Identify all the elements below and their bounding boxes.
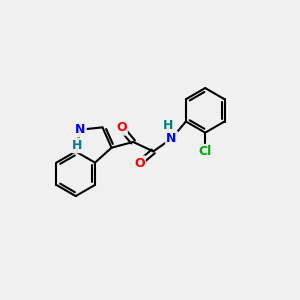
Text: O: O — [116, 122, 127, 134]
Text: O: O — [134, 157, 145, 169]
Text: H: H — [72, 139, 83, 152]
Text: Cl: Cl — [199, 145, 212, 158]
Text: N: N — [167, 132, 177, 145]
Text: H: H — [163, 119, 173, 132]
Text: N: N — [75, 123, 86, 136]
